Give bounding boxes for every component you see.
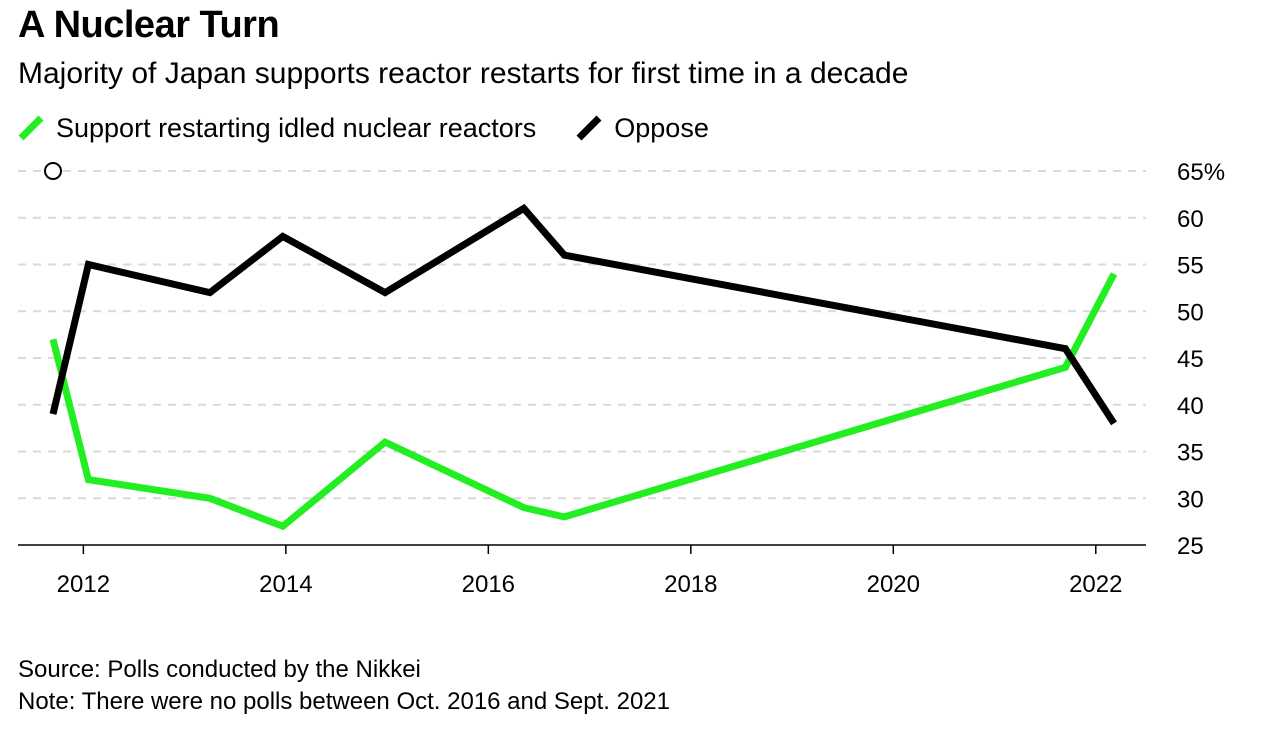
y-tick-label: 55 [1177,253,1204,280]
footnote: Note: There were no polls between Oct. 2… [18,688,670,715]
legend-swatch-oppose-line [576,115,602,141]
line-chart: 25 30 35 40 45 50 55 60 65% 2012 2014 2016 2018 2020 2… [18,159,1225,598]
y-tick-label: 35 [1177,440,1204,467]
x-tick-label: 2016 [462,571,515,598]
y-tick-label: 45 [1177,346,1204,373]
legend-label-support: Support restarting idled nuclear reactor… [56,112,537,143]
axis-layer: 25 30 35 40 45 50 55 60 65% 2012 2014 2016 2018 2020 2… [18,159,1225,598]
source-note: Source: Polls conducted by the Nikkei [18,656,421,683]
y-tick-label: 60 [1177,206,1204,233]
chart-title: A Nuclear Turn [18,4,280,46]
x-tick-label: 2018 [664,571,717,598]
series-line-oppose [49,203,1117,426]
y-tick-label: 50 [1177,299,1204,326]
open-circle-marker [44,162,62,180]
annotation-layer [44,162,62,180]
chart-subtitle: Majority of Japan supports reactor resta… [18,57,909,90]
legend-item-support: Support restarting idled nuclear reactor… [18,113,536,144]
series-line-support [49,272,1118,531]
legend-item-oppose: Oppose [576,113,709,144]
legend-swatch-oppose [576,115,602,141]
x-tick-label: 2014 [259,571,312,598]
legend-swatch-support-line [18,115,44,141]
y-tick-label: 65% [1177,159,1225,186]
y-tick-label: 30 [1177,486,1204,513]
legend: Support restarting idled nuclear reactor… [18,110,749,146]
x-tick-label: 2022 [1069,571,1122,598]
legend-swatch-support [18,115,44,141]
x-tick-label: 2020 [867,571,920,598]
series-layer [49,203,1118,531]
legend-label-oppose: Oppose [614,112,709,143]
y-tick-label: 25 [1177,533,1204,560]
x-tick-label: 2012 [57,571,110,598]
footer: Source: Polls conducted by the Nikkei No… [18,654,670,718]
y-tick-label: 40 [1177,393,1204,420]
